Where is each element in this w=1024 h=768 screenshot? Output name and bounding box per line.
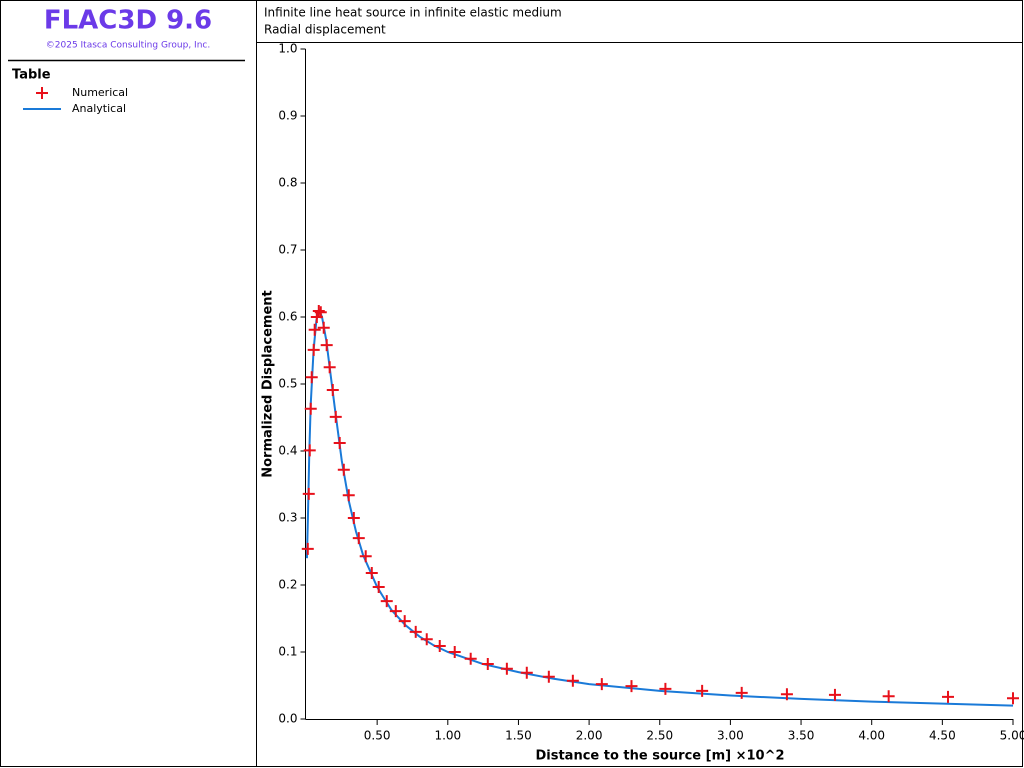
marker (882, 690, 895, 703)
marker (352, 532, 365, 545)
x-tick-label: 4.50 (929, 729, 956, 743)
marker (828, 688, 841, 701)
marker (314, 306, 327, 319)
marker (595, 678, 608, 691)
y-tick-label: 0.6 (278, 310, 297, 324)
marker (481, 658, 494, 671)
marker (735, 686, 748, 699)
marker (942, 690, 955, 703)
marker (337, 463, 350, 476)
marker (365, 566, 378, 579)
marker (329, 410, 342, 423)
x-tick-label: 4.00 (858, 729, 885, 743)
app-name: FLAC3D 9.6 (44, 6, 212, 36)
marker (659, 682, 672, 695)
marker (696, 684, 709, 697)
plot-area: 0.0 0.1 0.2 0.3 0.4 0.5 0.6 0.7 0.8 0.9 1.0 0.50 1.0… (278, 42, 1024, 743)
marker (323, 361, 336, 374)
legend-label: Numerical (72, 86, 128, 99)
marker (326, 384, 339, 397)
x-axis-label: Distance to the source [m] ×10^2 (535, 749, 784, 764)
marker (317, 321, 330, 334)
marker (464, 652, 477, 665)
marker (305, 371, 318, 384)
y-tick-label: 1.0 (278, 42, 297, 56)
marker (448, 646, 461, 658)
y-tick-label: 0.8 (278, 176, 297, 190)
y-tick-label: 0.1 (278, 645, 297, 659)
x-tick-label: 1.00 (434, 729, 461, 743)
marker (389, 605, 402, 618)
marker (500, 662, 513, 675)
marker (301, 542, 314, 555)
marker (1007, 692, 1019, 705)
marker (566, 674, 579, 687)
x-tick-label: 2.50 (646, 729, 673, 743)
marker (304, 402, 317, 415)
marker (320, 339, 333, 352)
marker (342, 489, 355, 502)
marker (302, 487, 315, 500)
x-tick-label: 1.50 (505, 729, 532, 743)
x-tick-label: 5.00 (1000, 729, 1024, 743)
marker (520, 666, 533, 679)
chart-subtitle: Radial displacement (264, 23, 386, 37)
marker (312, 304, 325, 317)
x-tick-label: 3.00 (717, 729, 744, 743)
x-tick-label: 2.00 (576, 729, 603, 743)
marker (398, 615, 411, 628)
marker (347, 512, 360, 524)
x-tick-label: 0.50 (364, 729, 391, 743)
chart-title: Infinite line heat source in infinite el… (264, 6, 562, 20)
marker (433, 639, 446, 652)
y-tick-label: 0.2 (278, 578, 297, 592)
marker (333, 436, 346, 449)
x-tick-label: 3.50 (788, 729, 815, 743)
y-tick-label: 0.3 (278, 511, 297, 525)
legend-label: Analytical (72, 102, 126, 115)
marker (380, 595, 393, 608)
y-tick-label: 0.7 (278, 243, 297, 257)
marker (625, 680, 638, 693)
marker (307, 343, 320, 356)
y-tick-label: 0.0 (278, 712, 297, 726)
marker (303, 444, 316, 457)
copyright: ©2025 Itasca Consulting Group, Inc. (46, 41, 210, 51)
data-line (305, 307, 1014, 707)
marker (420, 633, 433, 646)
marker (308, 323, 321, 336)
legend-marker (36, 87, 48, 99)
legend: Numerical Analytical (23, 86, 128, 115)
marker (359, 550, 372, 563)
legend-title: Table (12, 68, 51, 83)
y-tick-label: 0.5 (278, 377, 297, 391)
y-tick-label: 0.9 (278, 109, 297, 123)
marker (372, 581, 385, 594)
marker (542, 670, 555, 683)
marker (780, 688, 793, 701)
y-tick-label: 0.4 (278, 444, 297, 458)
y-axis-label: Normalized Displacement (261, 290, 276, 478)
marker (409, 625, 422, 638)
